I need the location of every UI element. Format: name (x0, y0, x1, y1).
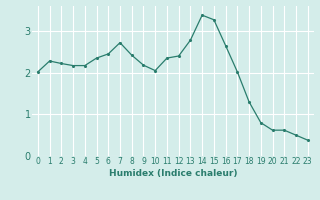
X-axis label: Humidex (Indice chaleur): Humidex (Indice chaleur) (108, 169, 237, 178)
